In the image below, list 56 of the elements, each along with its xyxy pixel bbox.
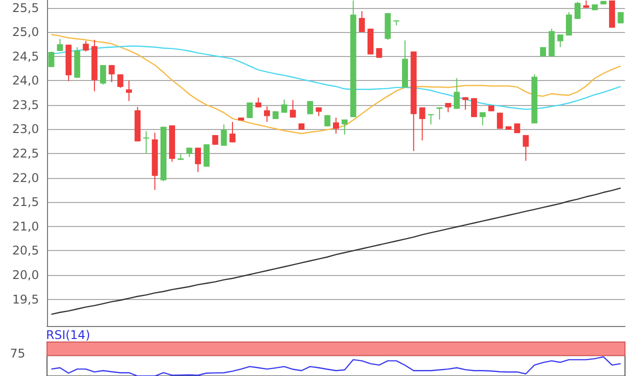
candlestick bbox=[471, 98, 478, 118]
candlestick bbox=[143, 130, 150, 154]
candlestick bbox=[220, 124, 227, 146]
y-tick-label: 24,0 bbox=[12, 74, 39, 88]
y-tick-label: 25,0 bbox=[12, 25, 39, 40]
line-series bbox=[50, 187, 622, 315]
candlestick bbox=[126, 80, 132, 102]
chart-title: RSI(14) bbox=[46, 328, 90, 342]
y-tick-label: 24,5 bbox=[12, 49, 39, 64]
candlestick bbox=[194, 147, 201, 172]
candlestick bbox=[186, 147, 192, 158]
candlestick bbox=[574, 1, 581, 20]
y-tick-label: 22,0 bbox=[12, 170, 39, 185]
candlestick bbox=[229, 121, 236, 143]
candlestick bbox=[307, 100, 314, 115]
candlestick bbox=[522, 134, 529, 162]
candlestick bbox=[264, 106, 270, 122]
text: 75 bbox=[10, 346, 26, 361]
y-tick-label: 19,5 bbox=[12, 292, 39, 306]
candlestick bbox=[480, 112, 486, 126]
y-tick-label: 23,5 bbox=[12, 98, 39, 112]
candlestick bbox=[56, 38, 63, 52]
y-tick-label: 22,5 bbox=[12, 146, 39, 161]
candlestick bbox=[445, 102, 452, 113]
line-series bbox=[50, 34, 622, 134]
candlestick bbox=[342, 119, 348, 136]
candlestick bbox=[82, 40, 89, 52]
candlestick bbox=[419, 106, 426, 141]
y-tick-label: 20,0 bbox=[12, 268, 39, 282]
candlestick bbox=[496, 112, 503, 130]
candlestick bbox=[324, 114, 330, 127]
candlestick bbox=[436, 106, 443, 120]
candlestick bbox=[540, 46, 546, 57]
candlestick bbox=[212, 134, 218, 146]
candlestick bbox=[557, 34, 564, 48]
candlestick bbox=[108, 64, 115, 83]
candlestick bbox=[48, 51, 54, 68]
candlestick bbox=[281, 99, 288, 114]
candlestick bbox=[454, 78, 460, 110]
candlestick bbox=[333, 117, 339, 134]
candlestick bbox=[566, 12, 572, 36]
candlestick bbox=[376, 48, 382, 58]
candlestick bbox=[618, 12, 624, 24]
candlestick bbox=[428, 114, 434, 125]
candlestick bbox=[246, 102, 253, 119]
candlestick bbox=[290, 100, 296, 118]
candlestick bbox=[358, 10, 365, 33]
y-tick-label: 25,5 bbox=[12, 0, 39, 15]
candlestick bbox=[462, 96, 468, 110]
y-tick-label: 23,0 bbox=[12, 122, 39, 136]
y-tick-label: 20,5 bbox=[12, 244, 39, 258]
y-tick-label: 21,5 bbox=[12, 195, 39, 210]
candlestick bbox=[255, 97, 262, 108]
y-tick-label: 21,0 bbox=[12, 219, 39, 234]
candlestick bbox=[100, 64, 106, 86]
candlestick bbox=[117, 74, 124, 88]
